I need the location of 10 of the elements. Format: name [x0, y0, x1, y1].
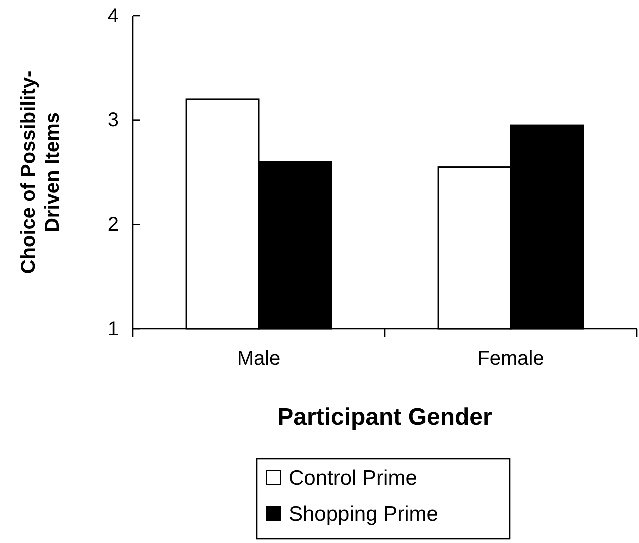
- x-tick-label: Male: [237, 348, 281, 370]
- y-tick-label: 1: [108, 318, 119, 340]
- y-tick-label: 4: [108, 5, 119, 28]
- y-tick-label: 2: [108, 214, 119, 236]
- legend-label: Shopping Prime: [289, 503, 438, 526]
- legend-label: Control Prime: [289, 467, 418, 490]
- x-axis-title: Participant Gender: [278, 404, 492, 431]
- y-tick-label: 3: [108, 110, 119, 132]
- y-axis-title: Choice of Possibility-Driven Items: [18, 70, 64, 274]
- x-tick-label: Female: [478, 348, 544, 370]
